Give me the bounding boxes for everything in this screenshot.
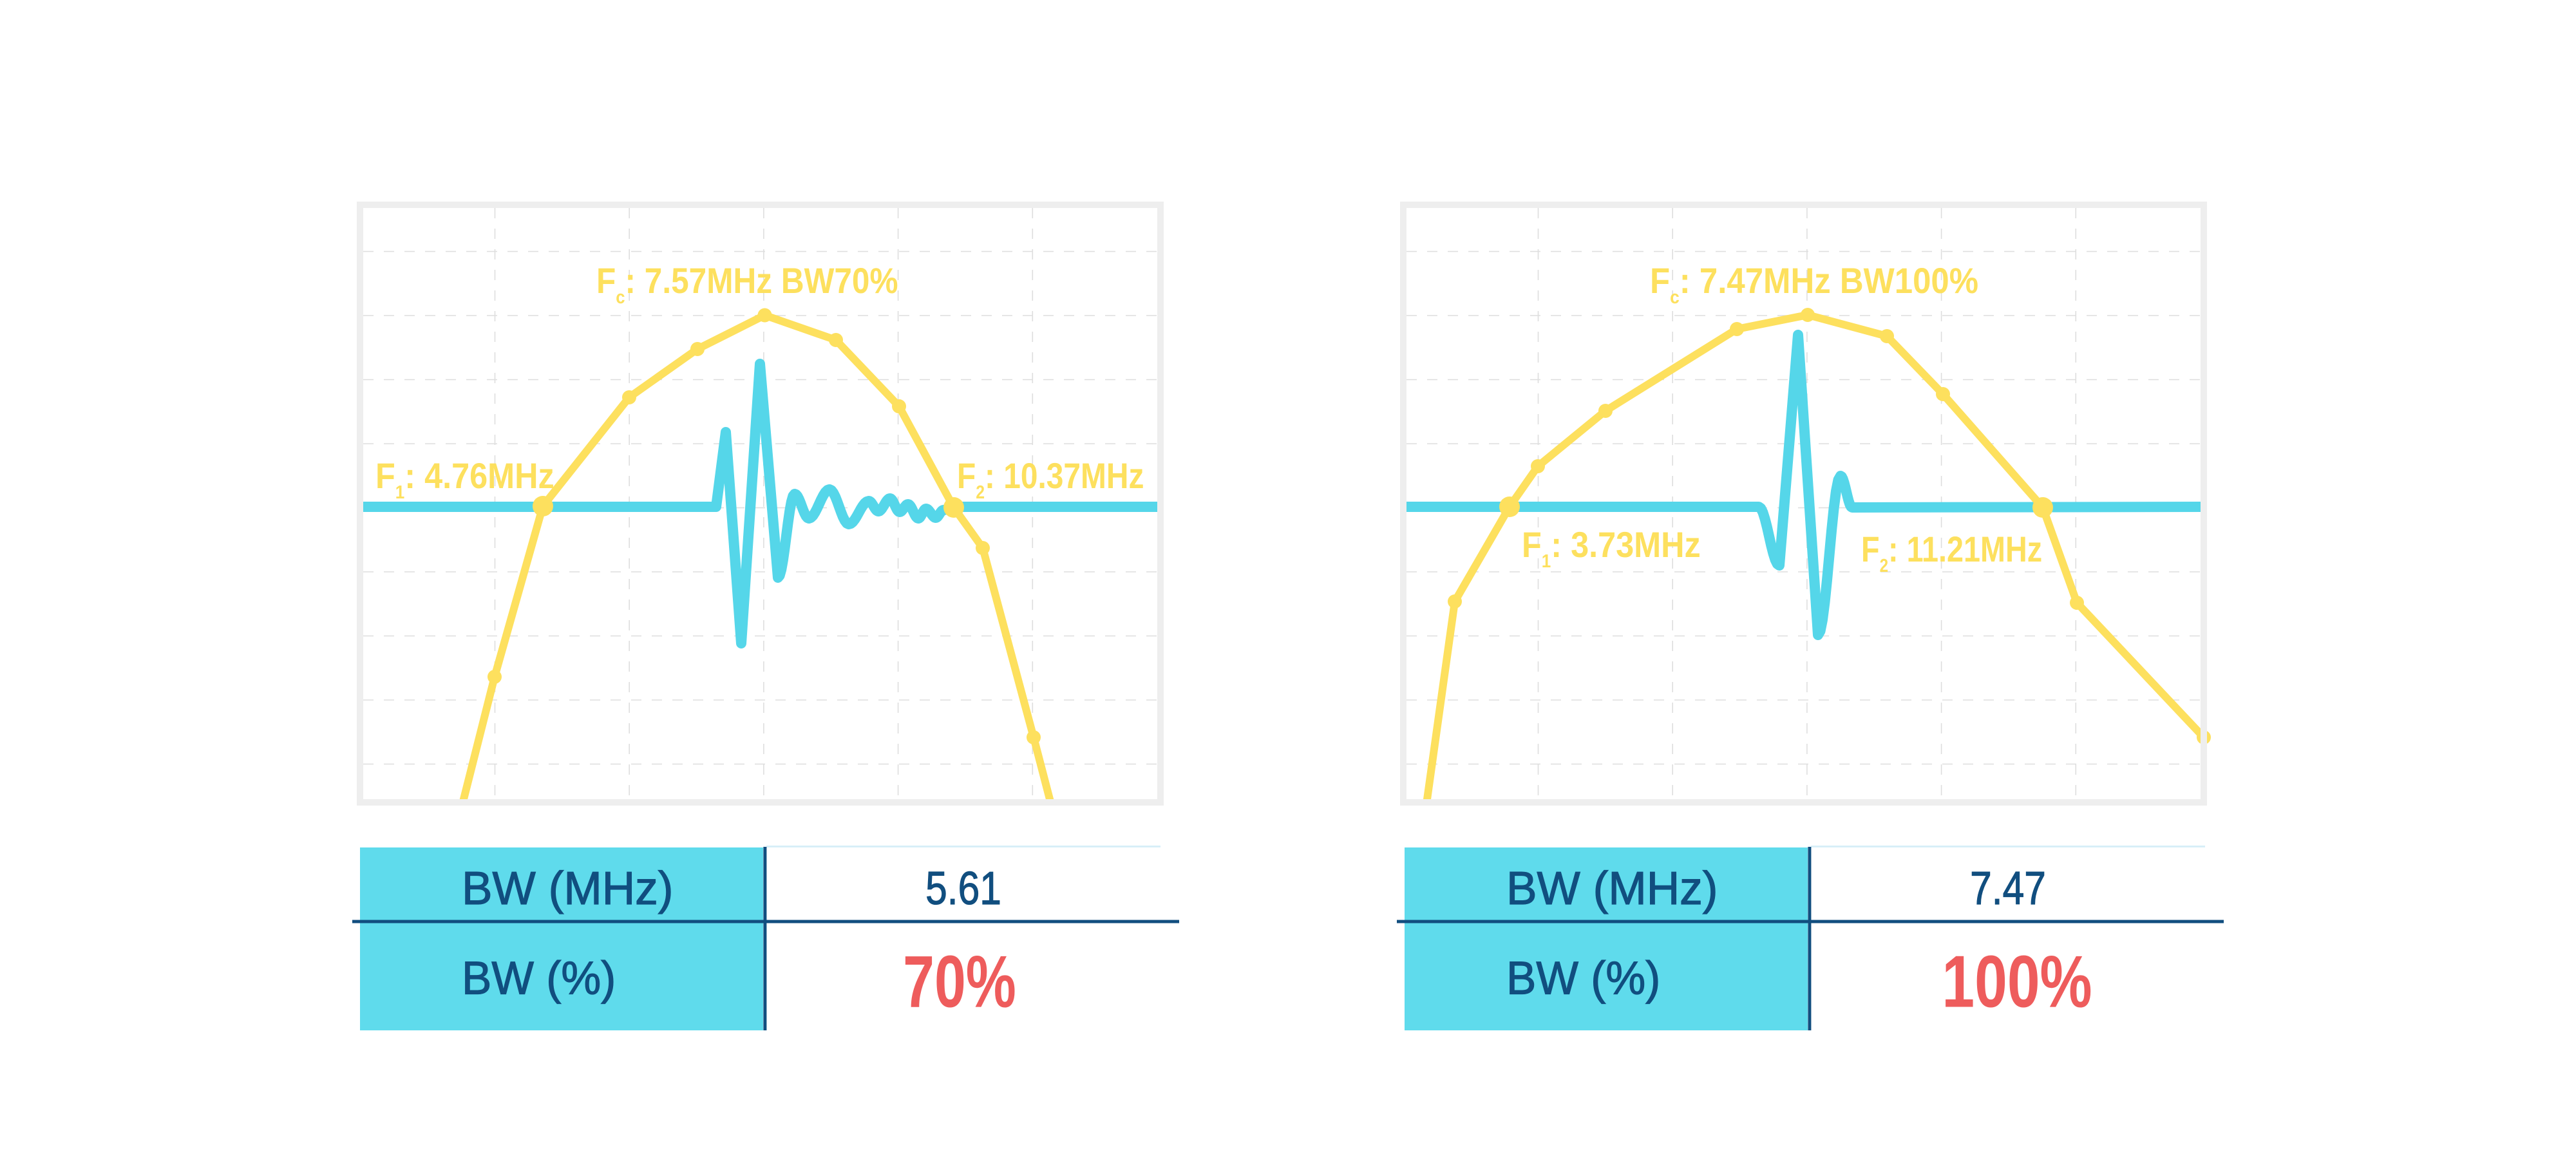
svg-text:F1: 4.76MHz: F1: 4.76MHz (375, 457, 554, 503)
svg-text:5.61: 5.61 (925, 863, 1001, 914)
svg-text:F1: 3.73MHz: F1: 3.73MHz (1522, 525, 1701, 572)
svg-text:BW (MHz): BW (MHz) (1506, 863, 1718, 914)
svg-text:Fc: 7.57MHz BW70%: Fc: 7.57MHz BW70% (596, 261, 898, 307)
svg-text:F2: 10.37MHz: F2: 10.37MHz (957, 457, 1144, 503)
svg-text:BW (%): BW (%) (1506, 952, 1660, 1003)
svg-text:BW (%): BW (%) (462, 952, 616, 1003)
svg-text:70%: 70% (903, 940, 1016, 1023)
svg-text:Fc: 7.47MHz BW100%: Fc: 7.47MHz BW100% (1650, 261, 1978, 307)
svg-text:F2: 11.21MHz: F2: 11.21MHz (1861, 529, 2042, 576)
svg-text:BW (MHz): BW (MHz) (462, 863, 674, 914)
svg-text:7.47: 7.47 (1970, 863, 2046, 914)
svg-text:100%: 100% (1942, 941, 2092, 1023)
